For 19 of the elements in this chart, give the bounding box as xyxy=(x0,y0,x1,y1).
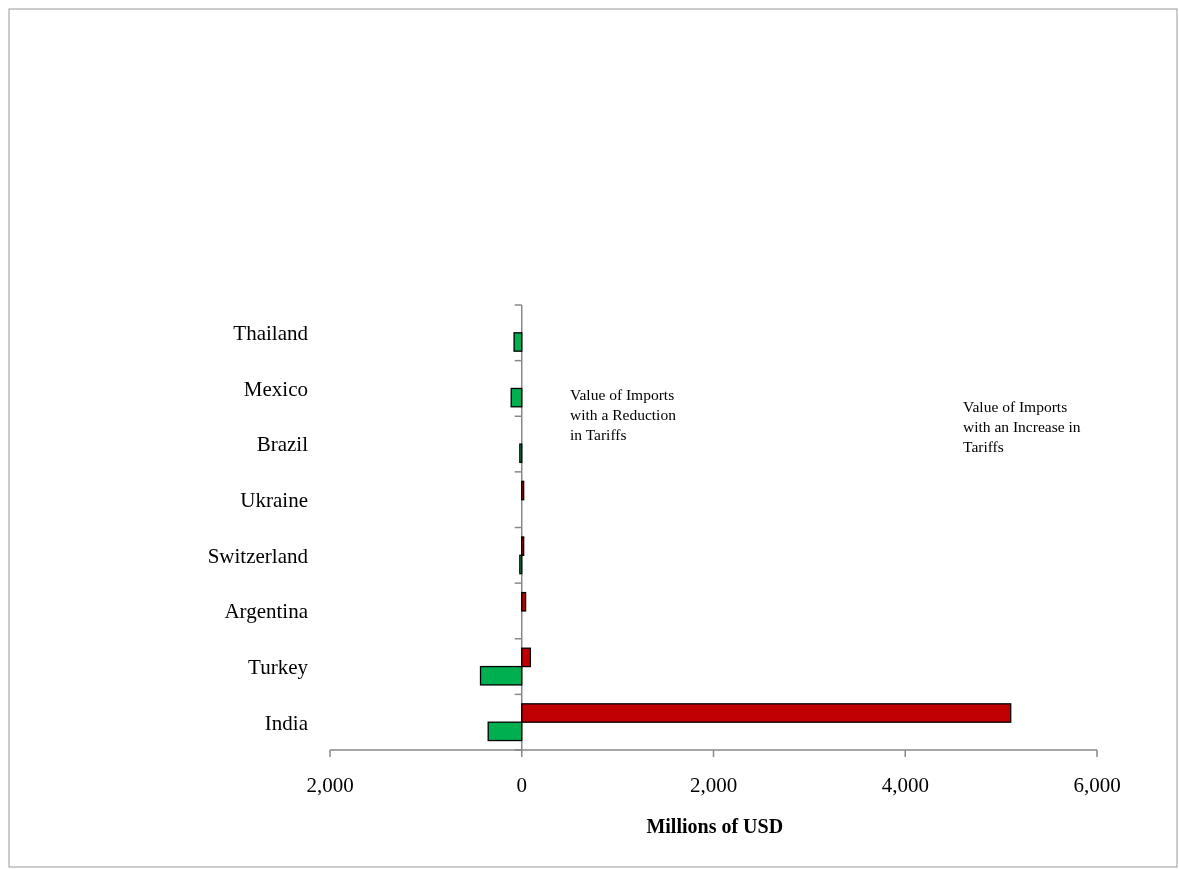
bar xyxy=(521,591,527,612)
bar xyxy=(510,387,523,408)
x-tick-label: 4,000 xyxy=(881,773,929,797)
annotation: Value of Imports with a Reduction in Tariffs xyxy=(570,386,677,443)
bar xyxy=(513,332,523,352)
x-tick-label: 2,000 xyxy=(689,773,738,797)
x-tick-label: 0 xyxy=(516,773,527,797)
y-tick-label: Mexico xyxy=(243,376,308,401)
y-tick-label: Argentina xyxy=(224,599,309,624)
y-tick-label: Thailand xyxy=(233,321,309,346)
y-tick-label: Ukraine xyxy=(240,488,308,513)
y-tick-label: India xyxy=(264,710,309,735)
x-tick-label: 2,000 xyxy=(306,773,354,797)
y-tick-label: Brazil xyxy=(256,432,309,457)
x-axis-title: Millions of USD xyxy=(646,815,784,837)
y-tick-label: Switzerland xyxy=(207,543,309,568)
annotation: Value of Imports with an Increase in Tariffs xyxy=(963,398,1081,455)
x-tick-label: 6,000 xyxy=(1073,773,1121,797)
y-tick-label: Turkey xyxy=(248,654,309,679)
